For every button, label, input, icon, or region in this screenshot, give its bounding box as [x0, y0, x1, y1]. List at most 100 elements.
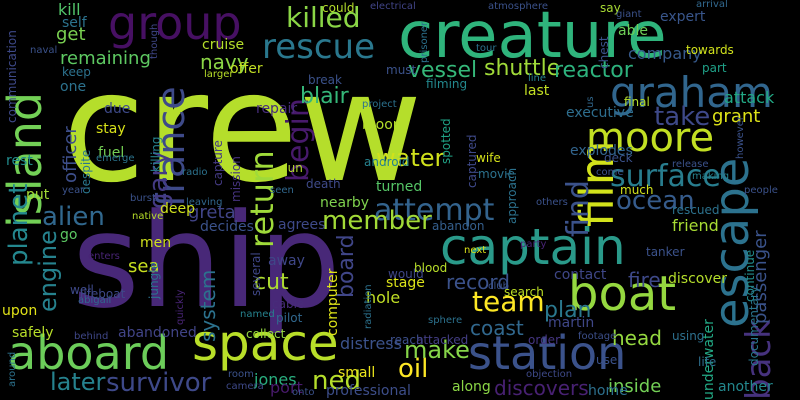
word-rest: rest [6, 153, 33, 169]
word-arrival: arrival [696, 0, 728, 10]
word-however: however [735, 116, 746, 159]
word-find: find [561, 180, 596, 237]
word-abandoned: abandoned [118, 325, 197, 341]
word-blair: blair [300, 84, 349, 109]
word-home: home [588, 383, 628, 399]
word-port: port [270, 378, 303, 397]
word-one: one [60, 79, 87, 95]
word-footage: footage [578, 331, 617, 342]
word-cut: cut [254, 270, 289, 295]
word-survivor: survivor [106, 368, 212, 398]
word-line: line [528, 73, 547, 84]
word-rescue: rescue [262, 27, 376, 67]
word-keep: keep [62, 65, 91, 79]
word-another: another [718, 379, 773, 395]
word-leaving: leaving [186, 197, 223, 208]
word-movie: movie [478, 167, 515, 181]
word-record: record [446, 270, 510, 294]
word-sphere: sphere [428, 315, 463, 326]
word-able: able [618, 23, 648, 39]
word-pilot: pilot [276, 311, 303, 325]
word-sea: sea [128, 256, 160, 277]
word-naval: naval [30, 45, 58, 56]
word-nearby: nearby [320, 195, 369, 211]
word-use: use [596, 353, 618, 367]
word-moore: moore [586, 115, 715, 161]
word-atmosphere: atmosphere [488, 1, 548, 12]
word-explodes: explodes [570, 143, 633, 159]
word-party: party [520, 239, 547, 250]
word-distress: distress [340, 334, 402, 353]
word-station: station [468, 326, 627, 380]
word-spotted: spotted [439, 118, 453, 164]
word-tour: tour [476, 43, 497, 54]
word-ned: ned [312, 366, 361, 396]
word-decides: decides [200, 219, 254, 235]
word-get: get [56, 24, 86, 45]
word-hole: hole [366, 288, 401, 307]
word-onto: onto [292, 387, 315, 398]
word-towards: towards [686, 43, 734, 57]
word-could: could [322, 1, 355, 15]
word-shuttle: shuttle [484, 56, 561, 81]
word-tanker: tanker [646, 245, 685, 259]
word-several: several [249, 252, 263, 296]
word-aboard: aboard [8, 326, 170, 380]
word-android: android [364, 155, 410, 169]
word-expert: expert [660, 9, 706, 25]
word-professional: professional [326, 383, 411, 399]
word-computer: computer [325, 268, 341, 336]
word-emerge: emerge [96, 153, 135, 164]
word-capture: capture [211, 140, 225, 186]
word-behind: behind [74, 331, 109, 342]
word-quickly: quickly [175, 289, 186, 325]
word-camera: camera [226, 381, 264, 392]
word-must: must [386, 63, 417, 77]
word-others: others [536, 197, 568, 208]
word-chest: chest [597, 36, 611, 69]
word-native: native [132, 211, 164, 222]
word-put: put [26, 187, 50, 203]
word-club: club [488, 281, 509, 292]
word-break: break [308, 73, 342, 87]
word-make: make [404, 336, 470, 364]
word-repair: repair [256, 101, 298, 117]
word-grant: grant [712, 106, 761, 127]
word-would: would [388, 267, 424, 281]
word-inside: inside [608, 376, 662, 397]
word-radio: radio [182, 167, 208, 178]
word-attack: attack [724, 88, 775, 107]
word-boat: boat [568, 266, 677, 322]
word-cruise: cruise [202, 37, 245, 53]
word-attacked: attacked [416, 333, 469, 347]
word-vessel: vessel [408, 58, 478, 83]
word-filming: filming [426, 77, 468, 91]
word-giant: giant [616, 9, 642, 20]
word-named: named [240, 309, 275, 320]
word-water: water [376, 144, 445, 172]
word-team: team [472, 285, 545, 318]
word-enters: enters [88, 251, 120, 262]
word-contact: contact [554, 267, 607, 283]
word-approach: approach [505, 167, 519, 224]
word-ship: ship [72, 185, 341, 337]
word-remaining: remaining [60, 48, 151, 69]
word-killed: killed [286, 1, 361, 34]
word-crew: crew [62, 39, 423, 216]
word-away: away [268, 253, 305, 269]
word-mission: mission [229, 156, 243, 202]
word-creature: creature [398, 0, 667, 73]
word-making: making [692, 171, 730, 182]
word-burst: burst [130, 193, 156, 204]
word-martin: martin [548, 315, 595, 331]
word-year: year [62, 185, 85, 196]
word-wife: wife [476, 151, 501, 165]
word-blood: blood [414, 261, 448, 275]
word-radiation: radiation [363, 284, 374, 329]
word-fuel: fuel [98, 145, 125, 161]
word-around: around [7, 351, 18, 387]
word-discover: discover [668, 271, 727, 287]
word-seen: seen [270, 185, 294, 196]
word-alien: alien [42, 202, 105, 232]
